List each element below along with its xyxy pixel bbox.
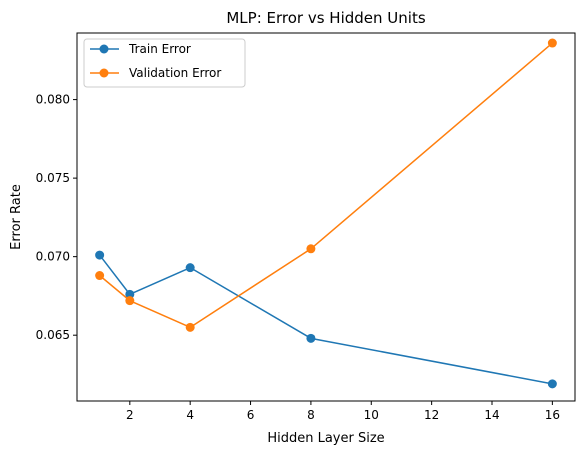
legend-train-error-label: Train Error (128, 42, 191, 56)
legend-validation-error-label: Validation Error (129, 66, 221, 80)
legend-validation-error-marker (99, 68, 109, 78)
x-tick-label-16: 16 (545, 408, 560, 422)
y-tick-label-0.075: 0.075 (36, 171, 70, 185)
x-tick-label-6: 6 (247, 408, 255, 422)
data-point-validation-error-2 (125, 296, 135, 306)
plot-frame (76, 32, 576, 402)
series-layer (95, 38, 557, 389)
chart-title: MLP: Error vs Hidden Units (226, 9, 425, 27)
data-point-validation-error-16 (547, 38, 557, 48)
data-point-validation-error-8 (306, 244, 316, 254)
legend-box (83, 38, 246, 88)
y-tick-label-0.070: 0.070 (36, 250, 70, 264)
data-point-train-error-1 (95, 250, 105, 260)
data-point-validation-error-1 (95, 271, 105, 281)
data-point-validation-error-4 (185, 322, 195, 332)
legend-train-error-marker (99, 44, 109, 54)
data-point-train-error-16 (547, 379, 557, 389)
tick-layer: 2 4 6 8 10 12 14 16 0.065 0.070 0.075 0.080 (36, 93, 560, 422)
legend: Train Error Validation Error (83, 38, 246, 88)
x-tick-label-10: 10 (364, 408, 379, 422)
x-tick-label-8: 8 (307, 408, 315, 422)
data-point-train-error-4 (185, 263, 195, 273)
data-point-train-error-8 (306, 333, 316, 343)
data-point-train-error-2 (125, 289, 135, 299)
x-axis-label: Hidden Layer Size (267, 431, 384, 446)
y-axis-label: Error Rate (9, 184, 24, 250)
y-tick-label-0.065: 0.065 (36, 328, 70, 342)
x-tick-label-14: 14 (484, 408, 499, 422)
x-tick-label-2: 2 (126, 408, 134, 422)
y-tick-label-0.080: 0.080 (36, 93, 70, 107)
x-tick-label-12: 12 (424, 408, 439, 422)
x-tick-label-4: 4 (186, 408, 194, 422)
